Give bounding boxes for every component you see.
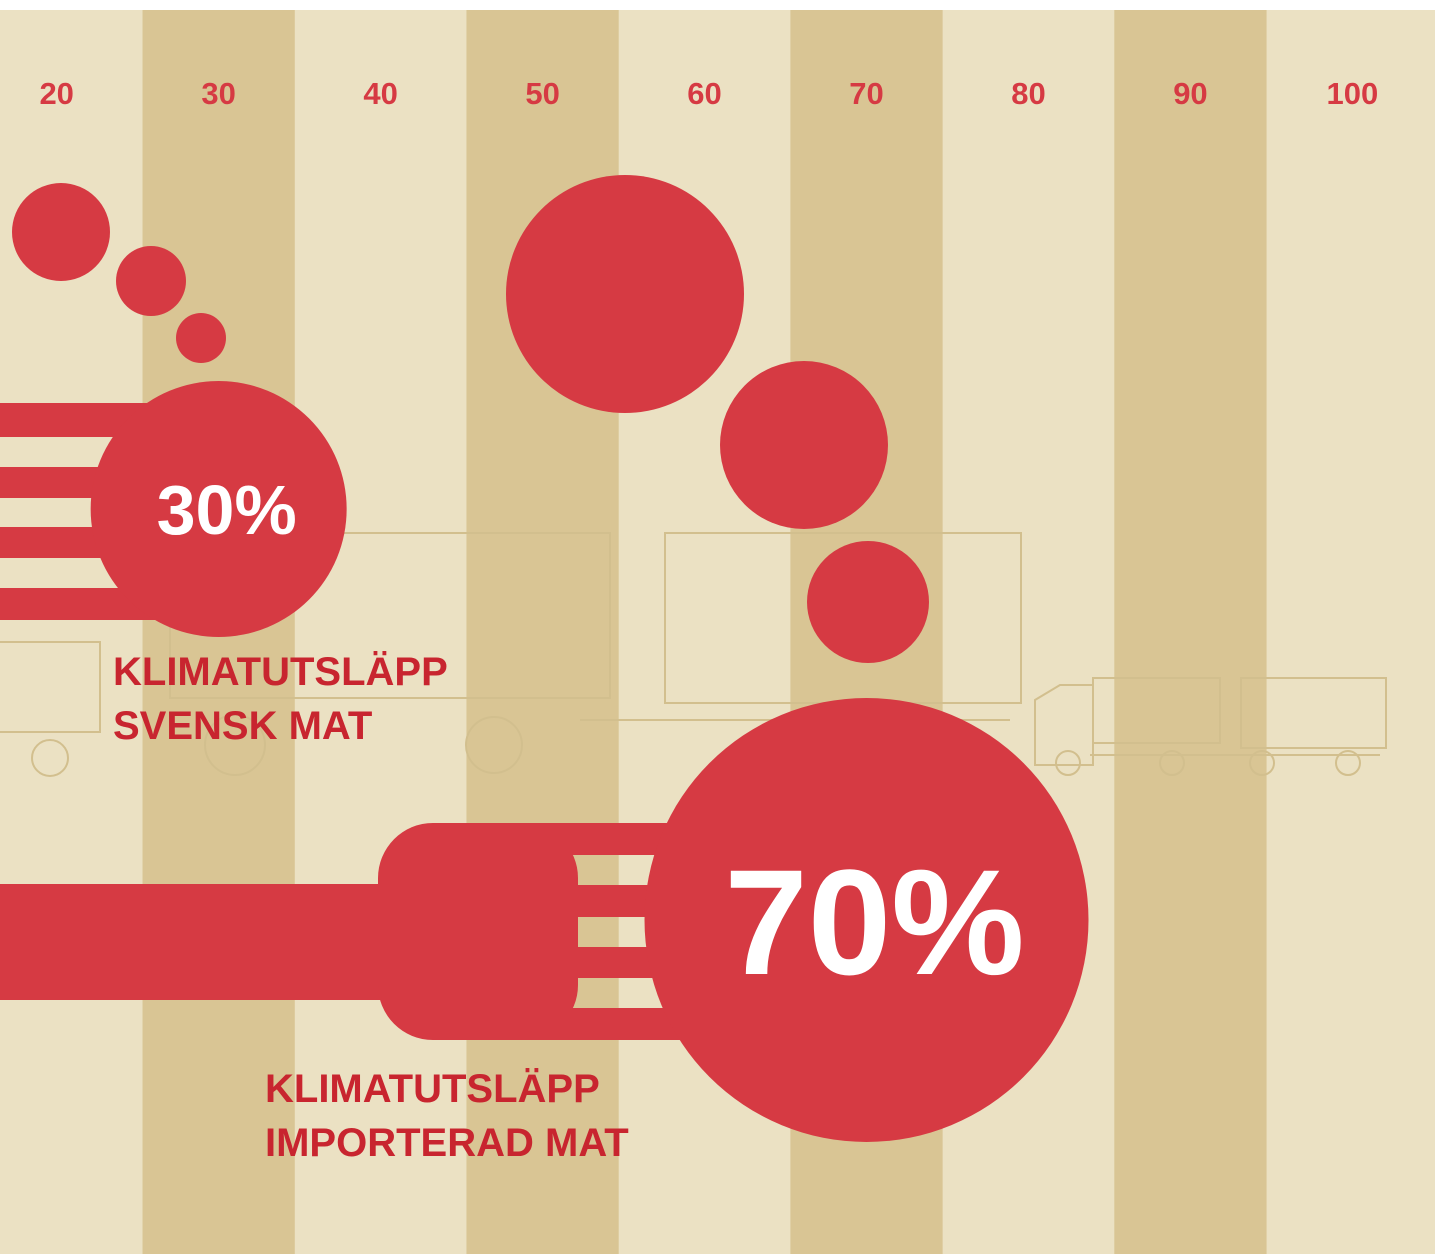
x-tick-label: 100	[1327, 76, 1379, 111]
chart: 20 30 40 50 60 70 80 90 100 30% 70%	[0, 0, 1435, 1254]
value-label: 30%	[157, 471, 297, 549]
category-label: KLIMATUTSLÄPP IMPORTERAD MAT	[265, 1062, 695, 1170]
x-tick-label: 40	[363, 76, 397, 111]
category-label: KLIMATUTSLÄPP SVENSK MAT	[113, 645, 543, 753]
x-tick-label: 50	[525, 76, 559, 111]
x-tick-label: 80	[1011, 76, 1045, 111]
x-tick-label: 90	[1173, 76, 1207, 111]
infographic: 20 30 40 50 60 70 80 90 100 30% 70% KLIMATUTSLÄPP …	[0, 0, 1435, 1254]
grid-band	[1114, 10, 1266, 1254]
x-tick-label: 30	[201, 76, 235, 111]
fork-neck	[378, 823, 578, 1040]
x-tick-label: 20	[39, 76, 73, 111]
value-label: 70%	[724, 838, 1024, 1006]
x-tick-label: 70	[849, 76, 883, 111]
fork-handle	[0, 884, 420, 1000]
x-tick-label: 60	[687, 76, 721, 111]
